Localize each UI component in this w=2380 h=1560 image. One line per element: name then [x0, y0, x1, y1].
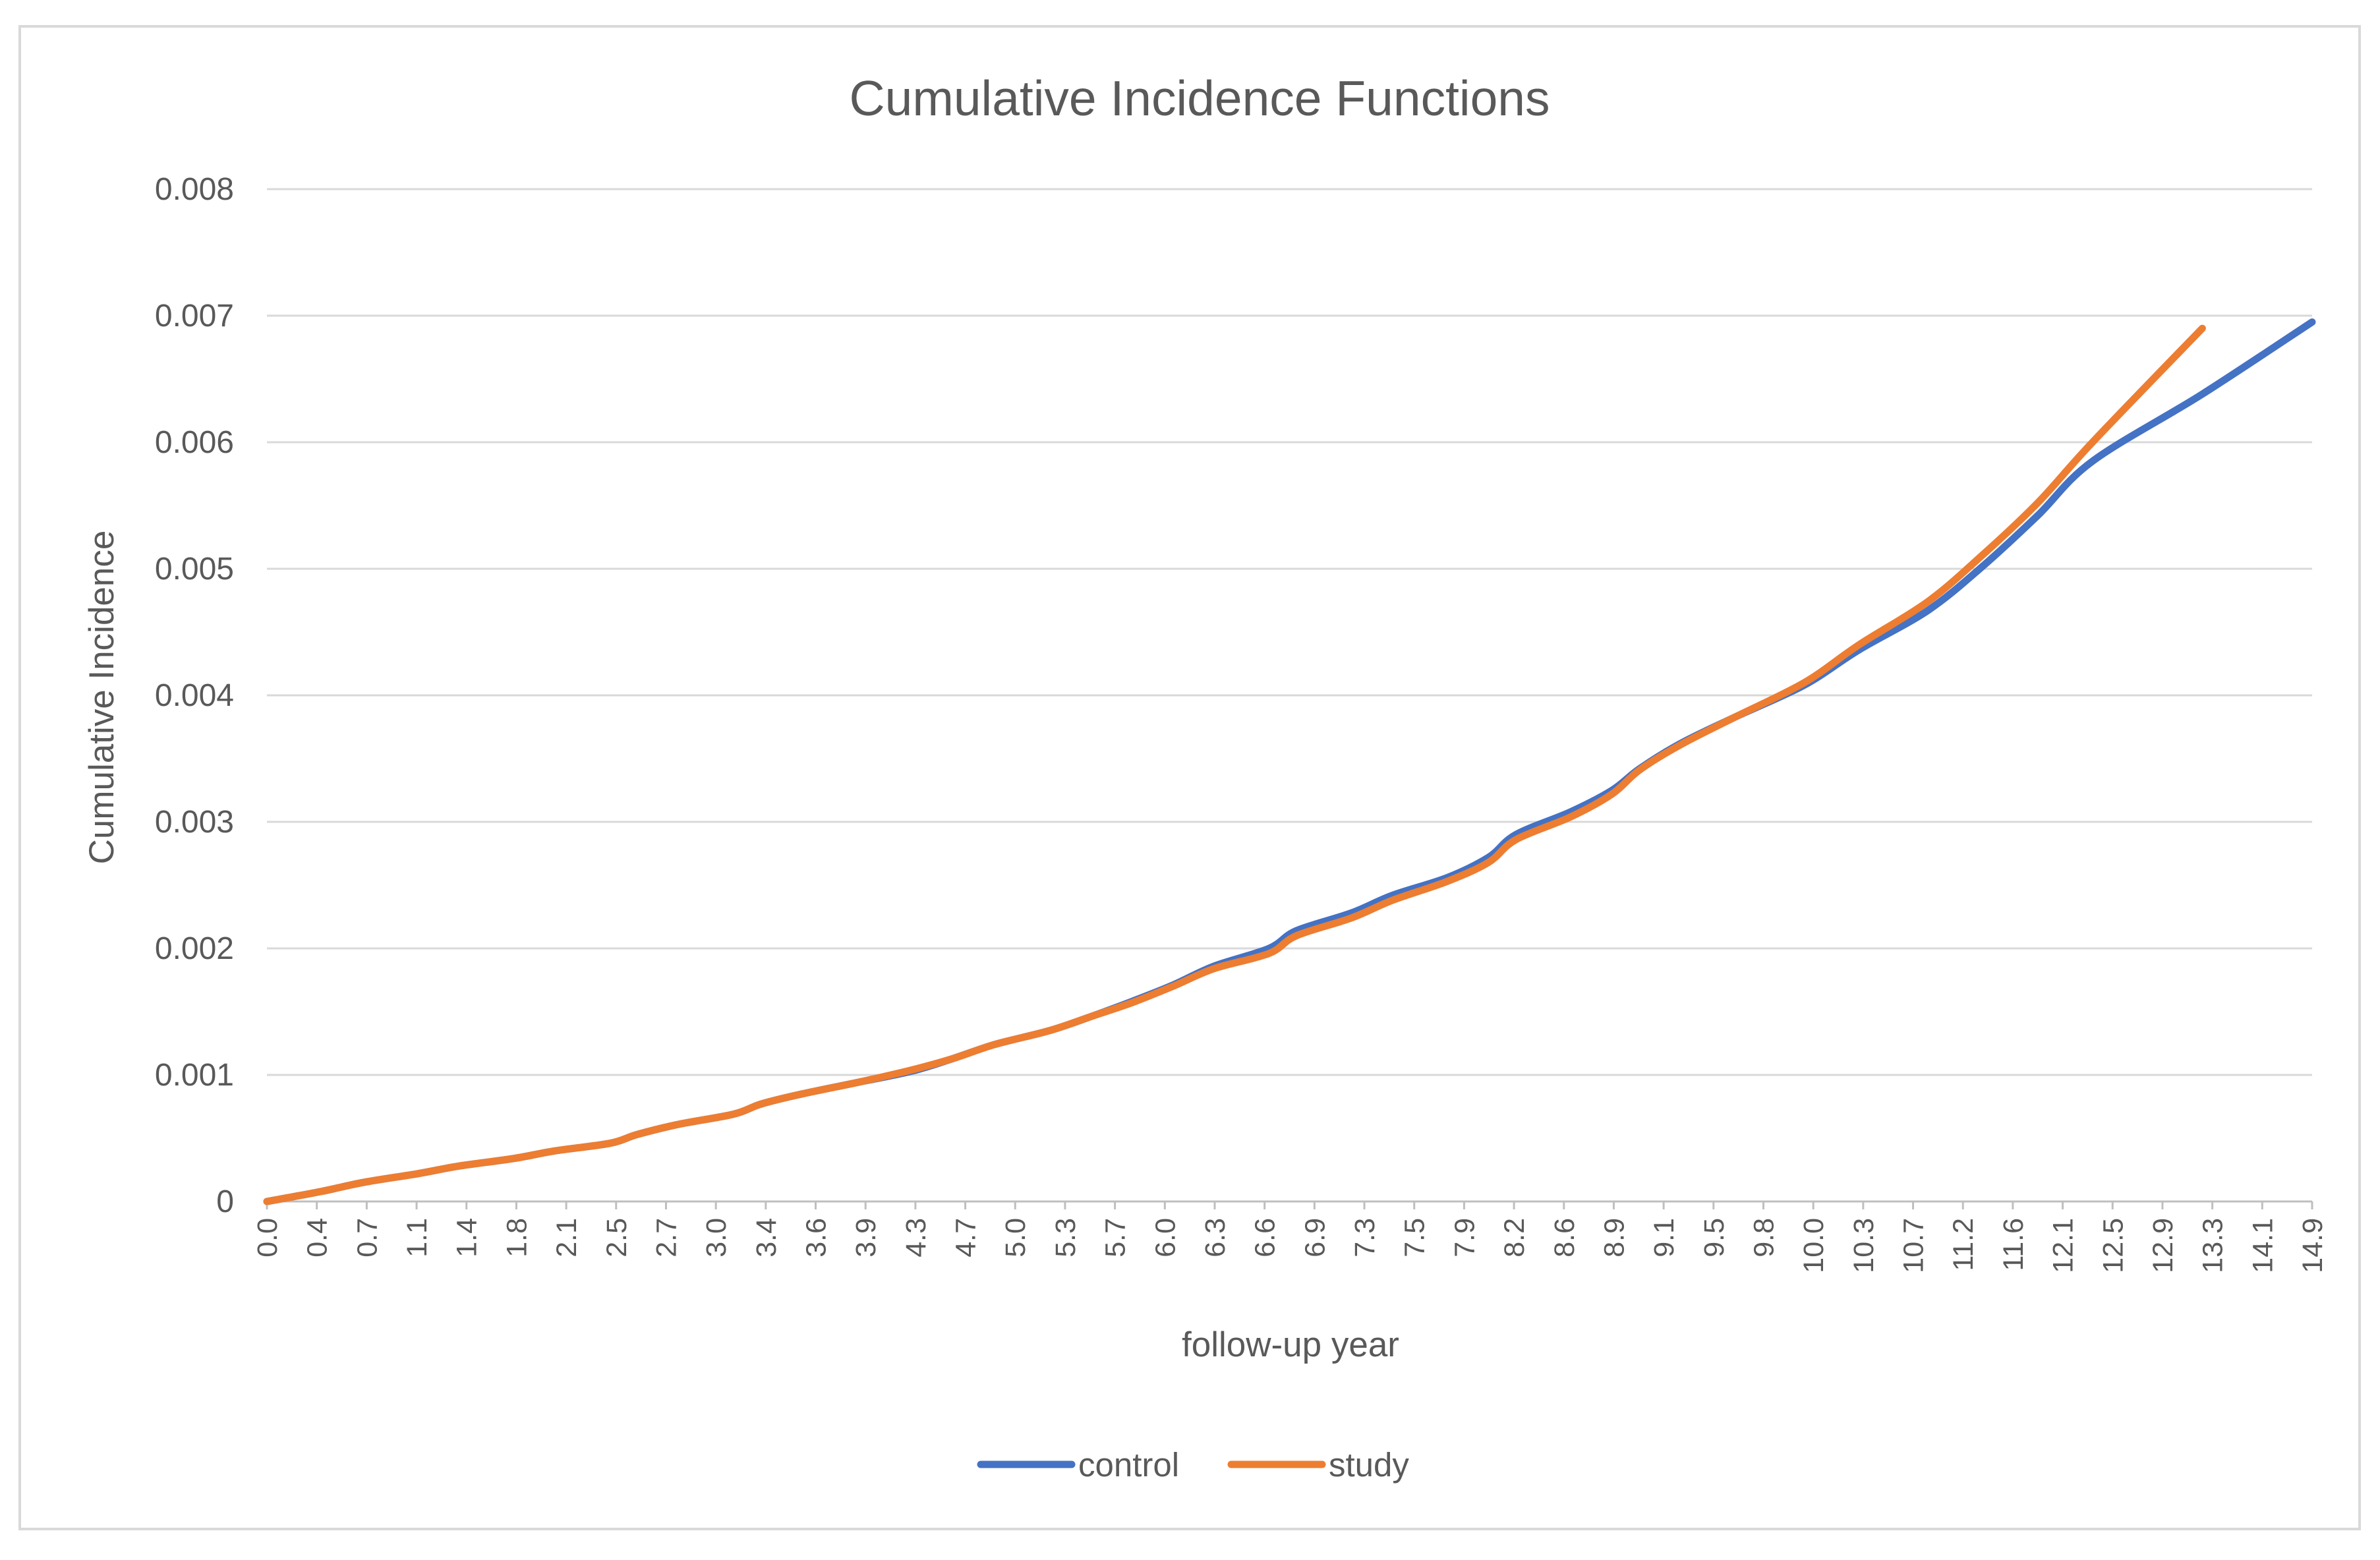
- x-tick-label: 7.9: [1449, 1218, 1480, 1257]
- x-tick-label: 5.0: [1000, 1218, 1031, 1257]
- x-tick-label: 2.5: [601, 1218, 633, 1257]
- x-tick-label: 12.5: [2097, 1218, 2129, 1273]
- x-tick-label: 0.0: [252, 1218, 283, 1257]
- x-tick-label: 2.1: [551, 1218, 583, 1257]
- x-tick-label: 0.4: [302, 1218, 334, 1257]
- x-tick-label: 12.9: [2147, 1218, 2179, 1273]
- series-line-study: [263, 324, 2206, 1205]
- x-tick-label: 3.6: [801, 1218, 832, 1257]
- y-tick-label: 0.006: [155, 425, 234, 460]
- chart-frame: [18, 25, 2361, 1530]
- x-tick-label: 14.9: [2297, 1218, 2329, 1273]
- x-tick-label: 14.1: [2247, 1218, 2278, 1273]
- y-tick-label: 0: [216, 1184, 234, 1219]
- x-tick-label: 5.7: [1100, 1218, 1132, 1257]
- y-tick-label: 0.004: [155, 678, 234, 713]
- x-tick-label: 3.4: [751, 1218, 782, 1257]
- legend-label-control: control: [1078, 1446, 1179, 1484]
- x-tick-label: 1.8: [501, 1218, 533, 1257]
- x-tick-label: 4.7: [950, 1218, 982, 1257]
- x-tick-label: 11.2: [1948, 1218, 1979, 1271]
- x-tick-label: 10.0: [1798, 1218, 1830, 1273]
- y-tick-label: 0.005: [155, 552, 234, 587]
- series-lines: [263, 318, 2316, 1205]
- chart-title: Cumulative Incidence Functions: [849, 71, 1550, 126]
- x-tick-label: 3.0: [701, 1218, 732, 1257]
- x-tick-label: 8.6: [1549, 1218, 1581, 1257]
- x-tick-label: 4.3: [900, 1218, 932, 1257]
- x-tick-label: 0.7: [351, 1218, 383, 1257]
- x-tick-label: 5.3: [1050, 1218, 1082, 1257]
- x-tick-label: 10.7: [1898, 1218, 1930, 1273]
- gridlines: [267, 188, 2312, 1203]
- x-tick-label: 1.1: [401, 1218, 433, 1257]
- x-tick-label: 3.9: [850, 1218, 882, 1257]
- x-tick-label: 7.3: [1349, 1218, 1381, 1257]
- x-tick-label: 13.3: [2197, 1218, 2229, 1273]
- x-tick-label: 12.1: [2048, 1218, 2079, 1273]
- x-tick-label: 6.6: [1250, 1218, 1281, 1257]
- x-tick-label: 2.7: [651, 1218, 682, 1257]
- x-tick-label: 9.5: [1698, 1218, 1730, 1257]
- x-axis-title: follow-up year: [1182, 1325, 1399, 1364]
- legend-label-study: study: [1329, 1446, 1409, 1484]
- x-tick-label: 1.4: [451, 1218, 483, 1257]
- y-axis-ticks: 0 0.001 0.002 0.003 0.004 0.005 0.006 0.007 0.00…: [155, 172, 234, 1219]
- x-tick-label: 9.1: [1648, 1218, 1680, 1257]
- legend: control study: [977, 1446, 1409, 1484]
- y-tick-label: 0.001: [155, 1058, 234, 1093]
- y-tick-label: 0.007: [155, 299, 234, 333]
- x-tick-label: 6.3: [1200, 1218, 1231, 1257]
- x-tick-label: 6.9: [1299, 1218, 1331, 1257]
- x-tick-label: 6.0: [1149, 1218, 1181, 1257]
- x-tick-label: 9.8: [1748, 1218, 1780, 1257]
- y-tick-label: 0.002: [155, 931, 234, 966]
- x-tick-label: 8.2: [1499, 1218, 1530, 1257]
- y-axis-title: Cumulative Incidence: [82, 531, 121, 865]
- y-tick-label: 0.008: [155, 172, 234, 207]
- x-axis-ticks: 0.0 0.4 0.7 1.1 1.4 1.8 2.1 2.5 2.7 3.0 3.4 3.6 3.9 4…: [252, 1201, 2329, 1273]
- x-tick-label: 7.5: [1399, 1218, 1431, 1257]
- x-tick-label: 11.6: [1998, 1218, 2029, 1271]
- x-tick-label: 10.3: [1848, 1218, 1880, 1273]
- x-tick-label: 8.9: [1598, 1218, 1630, 1257]
- y-tick-label: 0.003: [155, 805, 234, 840]
